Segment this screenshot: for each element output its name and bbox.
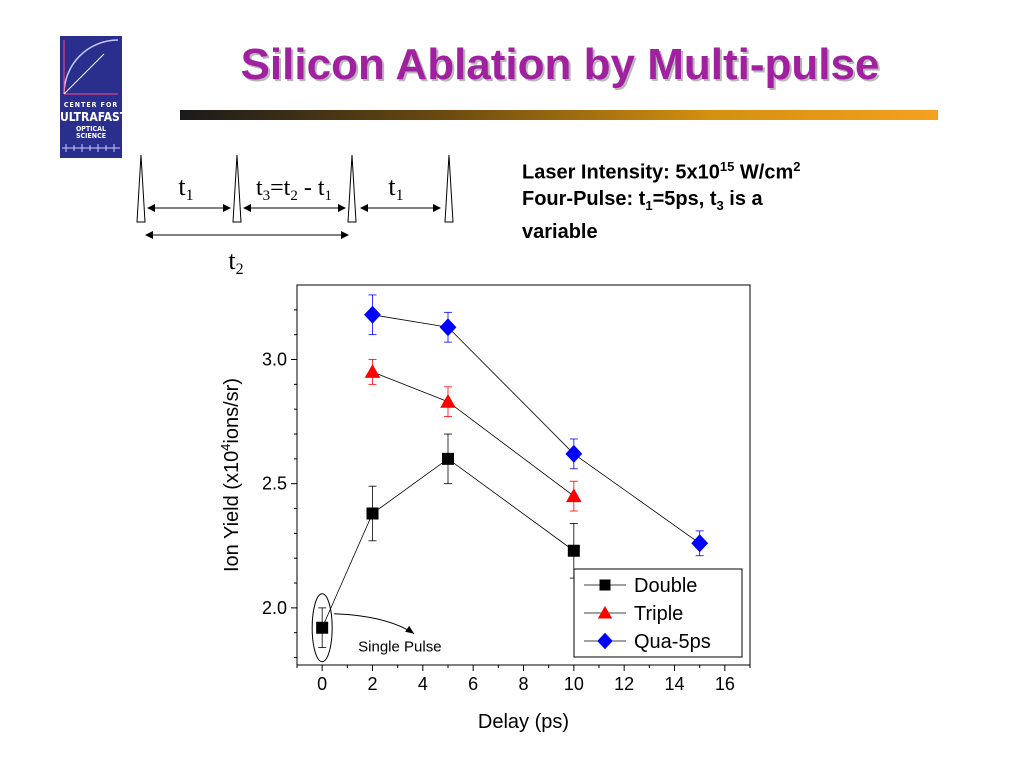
slide-title: Silicon Ablation by Multi-pulse [240, 40, 880, 89]
series-line-double [321, 458, 575, 628]
x-tick-label: 0 [317, 674, 327, 694]
pulse-1 [136, 154, 146, 223]
x-tick-label: 12 [614, 674, 634, 694]
legend-marker-triple [597, 605, 613, 619]
logo-line3: OPTICAL SCIENCE [75, 125, 107, 140]
point-qua-5ps [691, 534, 709, 553]
series-line-qua-5ps [372, 314, 700, 544]
point-qua-5ps [364, 305, 381, 324]
point-double [567, 544, 580, 557]
point-qua-5ps [565, 444, 583, 463]
variable-info: variable [522, 220, 598, 243]
y-axis-label: Ion Yield (x104ions/sr) [218, 378, 243, 572]
point-triple [364, 364, 381, 378]
single-pulse-ellipse [311, 593, 333, 663]
logo-line1: CENTER FOR [63, 101, 119, 109]
y-tick-label: 3.0 [262, 350, 287, 370]
single-pulse-arrowhead [405, 625, 415, 634]
point-triple [440, 393, 456, 408]
label-t1-left: t1 [178, 172, 193, 204]
point-triple [566, 488, 582, 503]
x-tick-label: 6 [468, 674, 478, 694]
single-pulse-label: Single Pulse [358, 639, 441, 656]
pulse-3 [347, 154, 357, 223]
logo-line2: ULTRAFAST [60, 110, 128, 124]
legend-marker-double [599, 579, 611, 591]
label-t1-right: t1 [388, 172, 403, 204]
single-pulse-arrow [334, 613, 415, 635]
label-t3: t3=t2 - t1 [256, 175, 332, 204]
legend-marker-qua-5ps [597, 632, 613, 650]
legend-label-qua-5ps: Qua-5ps [634, 631, 711, 653]
pulse-4 [444, 154, 454, 223]
legend-label-triple: Triple [634, 603, 683, 625]
pulse-shapes [136, 154, 454, 223]
four-pulse-info: Four-Pulse: t1=5ps, t3 is a [522, 187, 763, 213]
pulse-2 [232, 154, 242, 223]
logo-dial-icon [60, 36, 122, 98]
x-tick-label: 16 [715, 674, 735, 694]
x-tick-label: 8 [518, 674, 528, 694]
point-double [442, 452, 454, 465]
x-tick-label: 4 [418, 674, 428, 694]
x-tick-label: 14 [664, 674, 684, 694]
y-tick-label: 2.5 [262, 474, 287, 494]
center-logo: CENTER FOR ULTRAFAST OPTICAL SCIENCE [60, 36, 128, 158]
logo-ruler-icon [62, 144, 120, 152]
x-axis-label: Delay (ps) [478, 711, 569, 733]
title-divider [180, 110, 938, 120]
point-double [366, 507, 379, 520]
legend-label-double: Double [634, 575, 697, 597]
pulse-timing-diagram: t1 t3=t2 - t1 t1 t2 [136, 154, 454, 278]
ion-yield-chart: 0 2 4 6 8 10 12 14 16 2.0 2.5 3.0 Delay (ps) Ion Yiel… [218, 284, 751, 733]
experiment-info: Laser Intensity: 5x1015 W/cm2 Four-Pulse… [522, 154, 902, 245]
y-tick-label: 2.0 [262, 598, 287, 618]
x-tick-label: 2 [367, 674, 377, 694]
point-double [316, 621, 329, 634]
laser-intensity: Laser Intensity: 5x1015 W/cm2 [522, 159, 801, 184]
x-tick-label: 10 [564, 674, 584, 694]
